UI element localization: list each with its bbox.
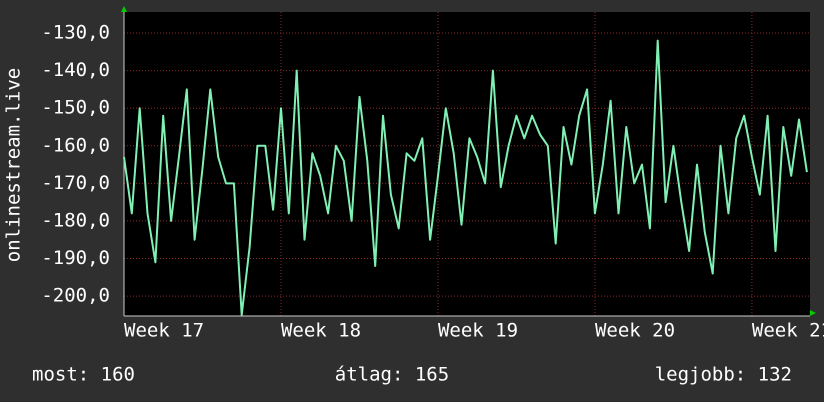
- y-axis-label: onlinestream.live: [3, 68, 25, 262]
- x-tick-label: Week 17: [124, 320, 204, 342]
- x-tick-label: Week 21: [752, 320, 824, 342]
- x-tick-label: Week 19: [438, 320, 518, 342]
- x-axis-arrow: [810, 310, 816, 316]
- footer-best: legjobb: 132: [655, 364, 792, 386]
- x-tick-label: Week 18: [281, 320, 361, 342]
- footer-average: átlag: 165: [335, 364, 449, 386]
- y-tick-label: -130,0: [41, 22, 110, 44]
- x-tick-label: Week 20: [595, 320, 675, 342]
- y-tick-label: -170,0: [41, 172, 110, 194]
- y-axis-arrow: [121, 6, 127, 12]
- series-line: [123, 39, 808, 316]
- footer-current: most: 160: [32, 364, 135, 386]
- y-tick-label: -140,0: [41, 59, 110, 81]
- y-tick-label: -190,0: [41, 247, 110, 269]
- y-tick-label: -200,0: [41, 285, 110, 307]
- y-tick-label: -150,0: [41, 97, 110, 119]
- y-tick-label: -180,0: [41, 209, 110, 231]
- y-tick-label: -160,0: [41, 134, 110, 156]
